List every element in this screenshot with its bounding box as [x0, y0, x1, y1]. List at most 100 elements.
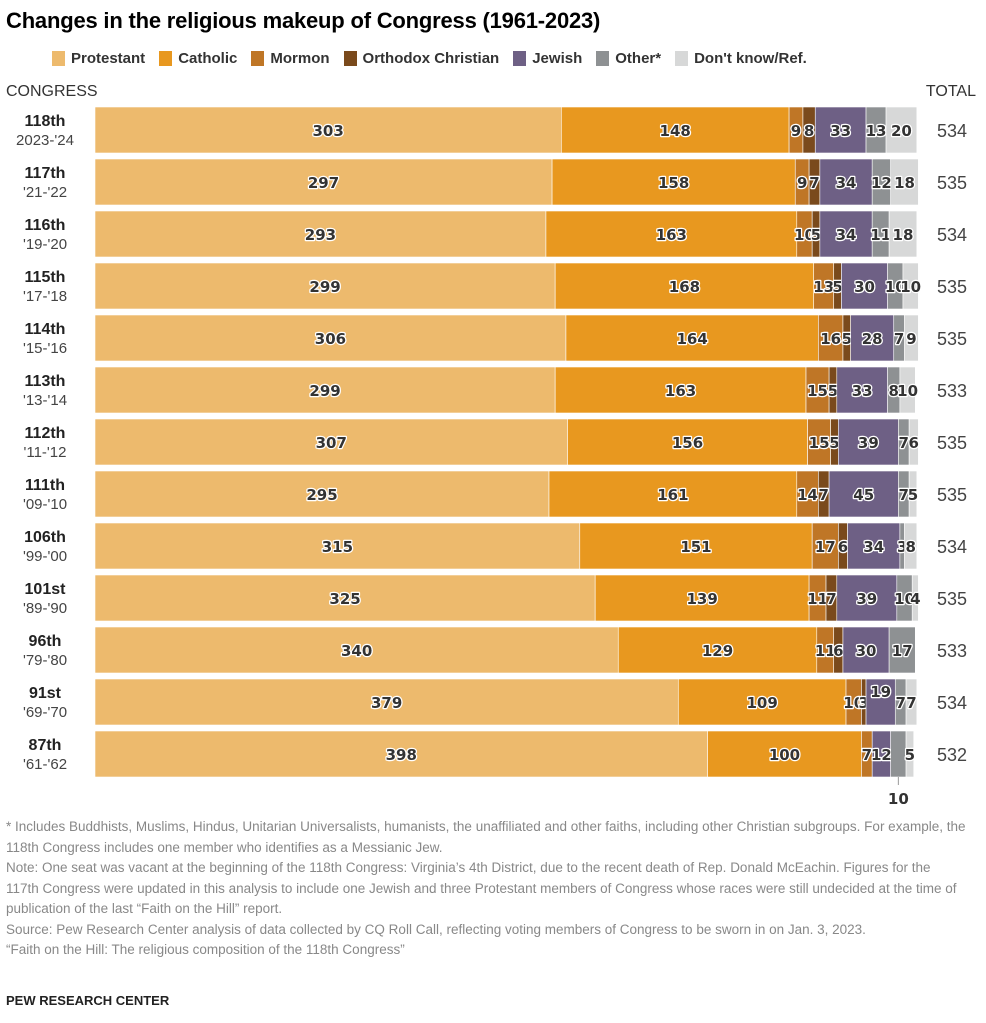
bar-segment — [545, 210, 798, 258]
data-label: 7 — [899, 434, 909, 452]
bar-segment — [908, 470, 918, 518]
data-label: 19 — [870, 683, 891, 701]
bar-segment — [818, 314, 844, 362]
congress-label: 106th — [24, 529, 66, 546]
bar-segment — [94, 626, 619, 674]
data-label: 295 — [306, 486, 337, 504]
total-label: 535 — [937, 433, 967, 453]
bar-segment — [836, 574, 898, 622]
data-label: 7 — [809, 174, 819, 192]
bar-segment — [888, 210, 918, 258]
congress-label: 114th — [25, 321, 66, 338]
bar-segment — [94, 210, 547, 258]
data-label: 10 — [794, 226, 815, 244]
data-label: 151 — [680, 538, 711, 556]
data-label: 15 — [809, 434, 830, 452]
years-label: '17-'18 — [23, 288, 67, 305]
data-label: 17 — [815, 538, 836, 556]
years-label: '19-'20 — [23, 236, 67, 253]
bar-segment — [885, 106, 918, 154]
data-label: 45 — [853, 486, 874, 504]
bar-segment — [811, 522, 839, 570]
data-label: 18 — [894, 174, 915, 192]
bar-segment — [904, 522, 918, 570]
data-label: 379 — [371, 694, 402, 712]
data-label: 9 — [906, 330, 916, 348]
data-label: 5 — [832, 278, 842, 296]
bar-segment — [94, 730, 708, 778]
data-label: 303 — [313, 122, 344, 140]
congress-label: 111th — [25, 477, 65, 494]
data-label: 39 — [856, 590, 877, 608]
bar-segment — [847, 522, 901, 570]
data-label: 7 — [862, 746, 872, 764]
data-label: 20 — [891, 122, 912, 140]
data-label: 5 — [811, 226, 821, 244]
total-header: TOTAL — [925, 83, 976, 100]
bar-segment — [94, 106, 562, 154]
data-label: 34 — [863, 538, 884, 556]
years-label: '13-'14 — [23, 392, 67, 409]
years-label: '69-'70 — [23, 704, 67, 721]
bar-segment — [617, 626, 818, 674]
legend-item: Other* — [596, 50, 661, 67]
legend-swatch — [675, 51, 689, 66]
bar-segment — [94, 262, 556, 310]
total-label: 535 — [937, 329, 967, 349]
data-label: 13 — [866, 122, 887, 140]
data-label: 148 — [660, 122, 691, 140]
bar-segment — [94, 314, 567, 362]
bar-segment — [677, 678, 847, 726]
bar-segment — [890, 158, 919, 206]
data-label: 30 — [856, 642, 877, 660]
data-label: 30 — [854, 278, 875, 296]
total-label: 535 — [937, 173, 967, 193]
data-label: 16 — [820, 330, 841, 348]
data-label: 10 — [843, 694, 864, 712]
years-label: '99-'00 — [23, 548, 67, 565]
bar-segment — [850, 314, 895, 362]
data-label: 12 — [871, 746, 892, 764]
legend-item: Mormon — [251, 50, 330, 67]
congress-label: 91st — [29, 685, 62, 702]
years-label: '89-'90 — [23, 600, 67, 617]
data-label: 10 — [888, 790, 909, 808]
data-label: 9 — [791, 122, 801, 140]
data-label: 299 — [309, 278, 340, 296]
legend-label: Don't know/Ref. — [694, 50, 807, 67]
years-label: '09-'10 — [23, 496, 67, 513]
total-label: 533 — [937, 381, 967, 401]
congress-label: 101st — [25, 581, 67, 598]
chart-title: Changes in the religious makeup of Congr… — [6, 8, 601, 33]
data-label: 33 — [852, 382, 873, 400]
data-label: 7 — [894, 330, 904, 348]
data-label: 5 — [908, 486, 918, 504]
legend-label: Orthodox Christian — [362, 50, 500, 67]
bar-segment — [838, 418, 899, 466]
legend-label: Catholic — [178, 50, 238, 67]
data-label: 340 — [341, 642, 372, 660]
total-label: 535 — [937, 277, 967, 297]
congress-label: 116th — [25, 217, 66, 234]
bar-segment — [561, 106, 790, 154]
total-label: 535 — [937, 589, 967, 609]
data-label: 10 — [900, 278, 921, 296]
data-label: 15 — [807, 382, 828, 400]
congress-label: 115th — [25, 269, 66, 286]
bar-segment — [567, 418, 808, 466]
bar-segment — [911, 574, 919, 622]
data-label: 168 — [669, 278, 700, 296]
total-label: 534 — [937, 121, 967, 141]
data-label: 5 — [828, 382, 838, 400]
bar-segment — [94, 470, 550, 518]
legend-label: Mormon — [270, 50, 330, 67]
legend: Protestant Catholic Mormon Orthodox Christi… — [52, 50, 807, 67]
footnote: * Includes Buddhists, Muslims, Hindus, U… — [6, 819, 966, 855]
data-label: 7 — [899, 486, 909, 504]
congress-label: 118th — [25, 113, 66, 130]
data-label: 306 — [315, 330, 346, 348]
bar-segment — [94, 574, 596, 622]
data-label: 307 — [316, 434, 347, 452]
data-label: 156 — [672, 434, 703, 452]
